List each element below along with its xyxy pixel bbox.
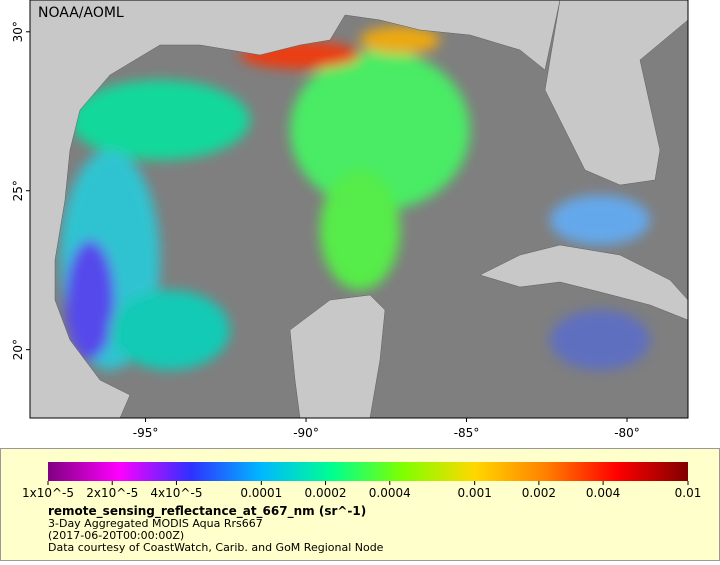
colorbar-tick-label: 2x10^-5 xyxy=(86,486,138,500)
x-tick-label: -95° xyxy=(133,426,159,440)
colorbar-tick-label: 0.001 xyxy=(457,486,491,500)
x-tick-label: -90° xyxy=(293,426,319,440)
colorbar-tick-label: 0.004 xyxy=(586,486,620,500)
y-tick-label: 30° xyxy=(11,21,25,42)
colorbar-tick-label: 0.0001 xyxy=(240,486,282,500)
watermark: NOAA/AOML xyxy=(38,5,124,21)
map-frame xyxy=(29,0,689,419)
colorbar-tick-label: 0.0004 xyxy=(369,486,411,500)
land-florida xyxy=(544,0,688,186)
colorbar-tick-label: 0.002 xyxy=(522,486,556,500)
legend-line: Data courtesy of CoastWatch, Carib. and … xyxy=(48,541,384,554)
watermark-bg xyxy=(30,0,130,26)
colorbar-tick-label: 4x10^-5 xyxy=(150,486,202,500)
land-yucatan xyxy=(289,294,386,418)
x-tick-label: -85° xyxy=(454,426,480,440)
land-cuba xyxy=(479,244,688,321)
y-tick-label: 25° xyxy=(11,180,25,201)
y-tick-label: 20° xyxy=(11,339,25,360)
colorbar-tick-label: 1x10^-5 xyxy=(22,486,74,500)
colorbar xyxy=(48,462,688,481)
map: NOAA/AOML xyxy=(30,0,688,418)
colorbar-tick-label: 0.01 xyxy=(675,486,702,500)
land-north-america xyxy=(30,0,561,418)
legend-line: 3-Day Aggregated MODIS Aqua Rrs667 xyxy=(48,517,263,530)
legend-line: (2017-06-20T00:00:00Z) xyxy=(48,529,184,542)
x-tick-label: -80° xyxy=(614,426,640,440)
colorbar-tick-label: 0.0002 xyxy=(305,486,347,500)
legend-title: remote_sensing_reflectance_at_667_nm (sr… xyxy=(48,504,366,519)
